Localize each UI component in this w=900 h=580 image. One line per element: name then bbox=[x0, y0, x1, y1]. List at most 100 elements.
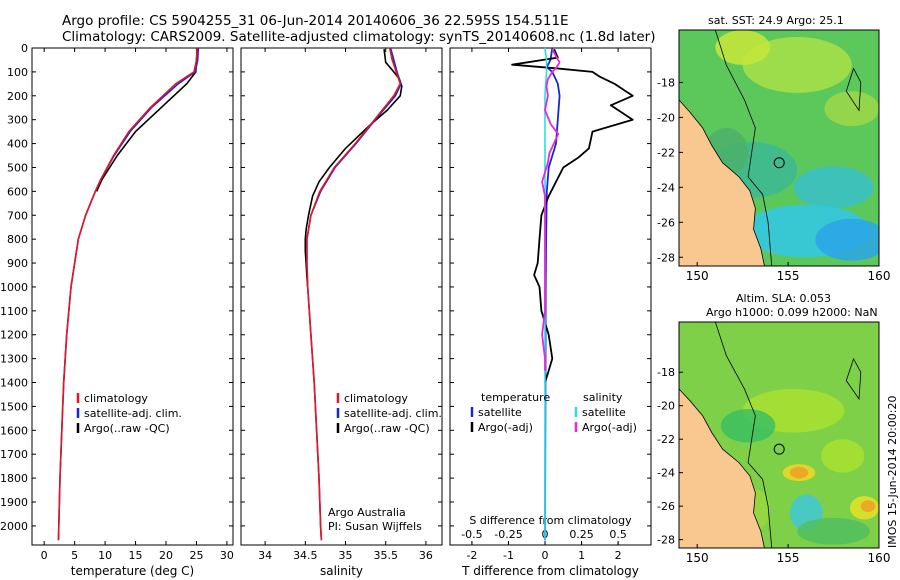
t-diff-axis-xtick-label: 1 bbox=[578, 549, 585, 562]
temperature-axis-xtick-label: 30 bbox=[220, 549, 234, 562]
depth-axis-ytick-label: 600 bbox=[7, 185, 28, 198]
t-diff-axis-xtick-label: 0 bbox=[542, 549, 549, 562]
sst-argo-marker bbox=[773, 157, 785, 169]
sla-ytick-label: -24 bbox=[657, 467, 675, 480]
temperature-series-line bbox=[57, 47, 198, 541]
salinity-axis-xtick-label: 36 bbox=[419, 549, 433, 562]
salinity-legend-label: Argo(..raw -QC) bbox=[344, 422, 430, 435]
temperature-axis-xtick-label: 25 bbox=[189, 549, 203, 562]
salinity-legend-label: satellite-adj. clim. bbox=[344, 407, 442, 420]
sla-xtick-label: 160 bbox=[868, 551, 891, 565]
depth-axis-ytick-label: 0 bbox=[21, 42, 28, 55]
sla-xtick-label: 155 bbox=[777, 551, 800, 565]
salinity-axis-xtick-label: 34.5 bbox=[293, 549, 318, 562]
sla-shelf-contour bbox=[714, 322, 773, 548]
s-diff-xlabel: S difference from climatology bbox=[469, 514, 632, 527]
salinity-series-line bbox=[304, 49, 403, 287]
sst-map: 150 155 160 -18 -20 -22 -24 -26 -28 bbox=[657, 29, 891, 283]
diff-legend-salinity-header: salinity bbox=[583, 391, 623, 404]
sla-field-patch bbox=[720, 409, 776, 443]
depth-axis-ytick-label: 1400 bbox=[0, 377, 28, 390]
figure-title-line1: Argo profile: CS 5904255_31 06-Jun-2014 … bbox=[62, 13, 569, 29]
depth-axis-ytick-label: 200 bbox=[7, 90, 28, 103]
diff-legend-salinity-label: satellite bbox=[582, 406, 626, 419]
salinity-panel-frame bbox=[240, 47, 443, 546]
temperature-legend-label: satellite-adj. clim. bbox=[84, 407, 182, 420]
salinity-axis-xtick-label: 35.5 bbox=[373, 549, 398, 562]
sla-ytick-label: -18 bbox=[657, 366, 675, 379]
sst-xtick-label: 155 bbox=[777, 269, 800, 283]
sst-ytick-label: -20 bbox=[657, 111, 675, 124]
difference-series-line bbox=[544, 47, 561, 541]
depth-axis-ytick-label: 1200 bbox=[0, 329, 28, 342]
temperature-legend-label: climatology bbox=[84, 392, 148, 405]
s-diff-tick-label: -0.25 bbox=[494, 528, 522, 541]
sla-ytick-label: -20 bbox=[657, 400, 675, 413]
depth-axis-ytick-label: 800 bbox=[7, 233, 28, 246]
sla-reef-contour bbox=[845, 357, 862, 401]
sst-field-patch bbox=[793, 166, 874, 209]
salinity-legend-label: climatology bbox=[344, 392, 408, 405]
diff-legend-temperature-header: temperature bbox=[481, 391, 550, 404]
sst-ytick-label: -26 bbox=[657, 216, 675, 229]
s-diff-tick-label: 0.5 bbox=[609, 528, 627, 541]
sla-land bbox=[679, 388, 765, 548]
depth-axis-ytick-label: 1900 bbox=[0, 496, 28, 509]
depth-axis-ytick-label: 1000 bbox=[0, 281, 28, 294]
salinity-annotation-1: Argo Australia bbox=[328, 506, 406, 519]
temperature-axis-xtick-label: 5 bbox=[71, 549, 78, 562]
depth-axis-ytick-label: 400 bbox=[7, 138, 28, 151]
sla-ytick-label: -28 bbox=[657, 534, 675, 547]
depth-axis-ytick-label: 1700 bbox=[0, 448, 28, 461]
temperature-series-line bbox=[57, 47, 200, 541]
s-diff-tick-label: -0.5 bbox=[461, 528, 482, 541]
salinity-axis-xtick-label: 34 bbox=[258, 549, 272, 562]
depth-axis-ytick-label: 1100 bbox=[0, 305, 28, 318]
depth-axis-ytick-label: 700 bbox=[7, 209, 28, 222]
salinity-annotation-2: PI: Susan Wijffels bbox=[328, 520, 422, 533]
sla-field-patch bbox=[797, 517, 870, 545]
sst-xtick-label: 160 bbox=[868, 269, 891, 283]
t-diff-axis-xtick-label: -1 bbox=[503, 549, 514, 562]
temperature-axis-xtick-label: 0 bbox=[41, 549, 48, 562]
diff-legend-temperature-label: Argo(-adj) bbox=[478, 421, 533, 434]
sla-map-title-line1: Altim. SLA: 0.053 bbox=[736, 292, 832, 305]
sla-field-patch bbox=[860, 500, 876, 513]
sla-ytick-label: -22 bbox=[657, 433, 675, 446]
temperature-xlabel: temperature (deg C) bbox=[71, 564, 194, 578]
sla-map: 150 155 160 -18 -20 -22 -24 -26 -28 bbox=[657, 321, 891, 565]
sst-reef-contour bbox=[845, 67, 862, 112]
sla-xtick-label: 150 bbox=[686, 551, 709, 565]
sst-field-patch bbox=[742, 36, 852, 93]
depth-axis-ytick-label: 100 bbox=[7, 66, 28, 79]
difference-series-line bbox=[541, 48, 561, 371]
salinity-series-line bbox=[306, 47, 402, 541]
sla-content bbox=[679, 322, 879, 548]
salinity-xlabel: salinity bbox=[320, 564, 363, 578]
sla-frame bbox=[678, 321, 880, 549]
difference-series-line bbox=[511, 48, 634, 383]
sst-frame bbox=[678, 29, 880, 267]
depth-axis-ytick-label: 500 bbox=[7, 161, 28, 174]
temperature-panel-frame bbox=[31, 47, 234, 546]
sst-ytick-label: -22 bbox=[657, 146, 675, 159]
sst-ytick-label: -24 bbox=[657, 181, 675, 194]
depth-axis-ytick-label: 1600 bbox=[0, 424, 28, 437]
temperature-series-line bbox=[95, 49, 198, 192]
figure-title-line2: Climatology: CARS2009. Satellite-adjuste… bbox=[62, 29, 656, 45]
diff-legend-salinity-label: Argo(-adj) bbox=[582, 421, 637, 434]
temperature-axis-xtick-label: 20 bbox=[159, 549, 173, 562]
sst-shelf-contour bbox=[714, 30, 773, 266]
temperature-axis-xtick-label: 10 bbox=[98, 549, 112, 562]
depth-axis-ytick-label: 1500 bbox=[0, 400, 28, 413]
temperature-axis-xtick-label: 15 bbox=[129, 549, 143, 562]
sla-argo-marker bbox=[773, 443, 785, 455]
t-diff-axis-xtick-label: -2 bbox=[466, 549, 477, 562]
sla-ytick-label: -26 bbox=[657, 500, 675, 513]
depth-axis-ytick-label: 2000 bbox=[0, 520, 28, 533]
salinity-series-line bbox=[306, 47, 402, 541]
sst-field-patch bbox=[815, 218, 879, 261]
sla-field-patch bbox=[789, 466, 809, 479]
sst-content bbox=[679, 30, 879, 266]
